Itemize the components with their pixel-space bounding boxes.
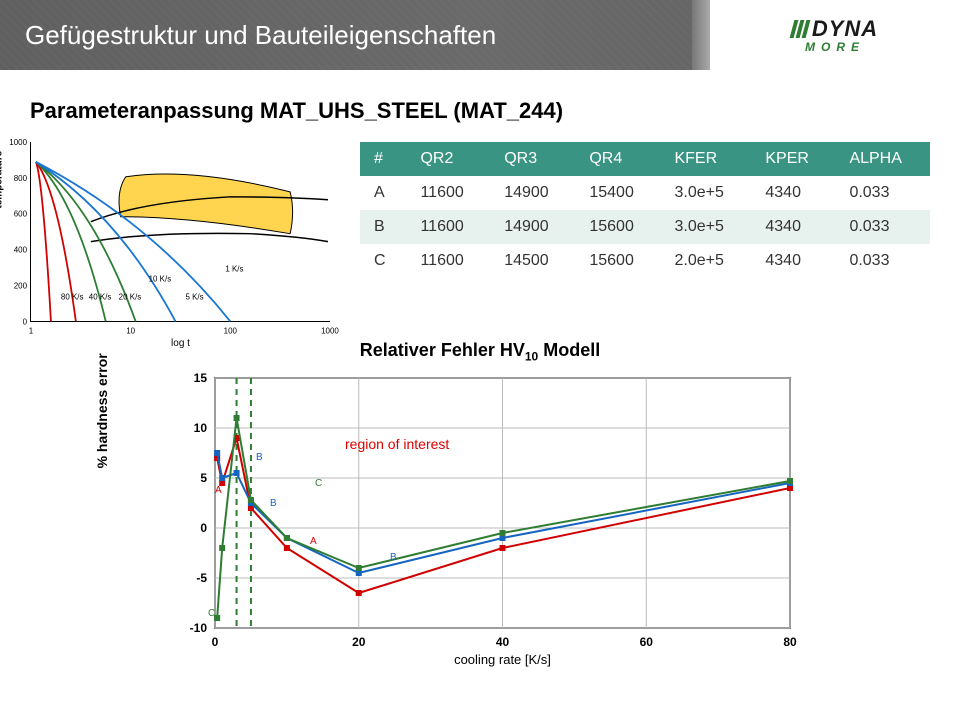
logo: DYNA MORE xyxy=(700,0,960,70)
cct-ylabel: temperature xyxy=(0,150,5,208)
table-row: C1160014500156002.0e+543400.033 xyxy=(360,244,930,278)
svg-text:10: 10 xyxy=(194,421,208,435)
svg-text:1000: 1000 xyxy=(9,138,27,147)
params-table: #QR2QR3QR4KFERKPERALPHAA1160014900154003… xyxy=(360,142,930,278)
page-title: Gefügestruktur und Bauteileigenschaften xyxy=(25,20,496,51)
roi-label: region of interest xyxy=(345,436,449,452)
svg-text:40 K/s: 40 K/s xyxy=(89,292,112,301)
svg-text:0: 0 xyxy=(200,521,207,535)
svg-text:1 K/s: 1 K/s xyxy=(225,265,243,274)
svg-text:60: 60 xyxy=(640,635,654,649)
svg-text:5: 5 xyxy=(200,471,207,485)
svg-text:A: A xyxy=(310,536,317,547)
col-header: # xyxy=(360,142,406,176)
svg-text:-5: -5 xyxy=(196,571,207,585)
col-header: QR3 xyxy=(490,142,575,176)
table-row: A1160014900154003.0e+543400.033 xyxy=(360,176,930,210)
svg-text:200: 200 xyxy=(14,282,28,291)
svg-text:0: 0 xyxy=(23,317,28,326)
svg-text:1: 1 xyxy=(29,326,34,335)
col-header: QR2 xyxy=(406,142,490,176)
svg-text:20 K/s: 20 K/s xyxy=(119,292,142,301)
cct-xlabel: log t xyxy=(171,338,190,349)
col-header: KPER xyxy=(751,142,835,176)
subtitle: Parameteranpassung MAT_UHS_STEEL (MAT_24… xyxy=(30,98,930,124)
svg-text:20: 20 xyxy=(352,635,366,649)
logo-text: DYNA xyxy=(812,16,878,42)
svg-text:80: 80 xyxy=(783,635,797,649)
error-chart-title: Relativer Fehler HV10 Modell xyxy=(30,340,930,364)
svg-text:B: B xyxy=(256,452,263,463)
svg-text:10 K/s: 10 K/s xyxy=(149,275,172,284)
svg-text:10: 10 xyxy=(126,326,135,335)
col-header: KFER xyxy=(660,142,751,176)
svg-text:C: C xyxy=(208,608,215,619)
error-chart: % hardness error region of interest -10-… xyxy=(160,368,800,668)
svg-text:400: 400 xyxy=(14,246,28,255)
logo-subtext: MORE xyxy=(805,40,865,54)
error-chart-ylabel: % hardness error xyxy=(94,353,110,468)
svg-text:80 K/s: 80 K/s xyxy=(61,292,84,301)
svg-text:5 K/s: 5 K/s xyxy=(185,292,203,301)
svg-text:800: 800 xyxy=(14,174,28,183)
svg-text:A: A xyxy=(215,485,222,496)
col-header: QR4 xyxy=(575,142,660,176)
header-bar: Gefügestruktur und Bauteileigenschaften … xyxy=(0,0,960,70)
cct-diagram: 02004006008001000110100100080 K/s40 K/s2… xyxy=(30,142,330,322)
svg-text:B: B xyxy=(270,498,277,509)
svg-text:C: C xyxy=(315,478,322,489)
svg-text:100: 100 xyxy=(224,326,238,335)
svg-text:1000: 1000 xyxy=(321,326,339,335)
svg-text:cooling rate [K/s]: cooling rate [K/s] xyxy=(454,652,551,667)
svg-text:15: 15 xyxy=(194,371,208,385)
logo-bars-icon xyxy=(792,20,808,38)
svg-text:-10: -10 xyxy=(190,621,208,635)
svg-text:600: 600 xyxy=(14,210,28,219)
svg-text:B: B xyxy=(390,552,397,563)
svg-text:0: 0 xyxy=(212,635,219,649)
svg-text:40: 40 xyxy=(496,635,510,649)
table-row: B1160014900156003.0e+543400.033 xyxy=(360,210,930,244)
col-header: ALPHA xyxy=(835,142,930,176)
